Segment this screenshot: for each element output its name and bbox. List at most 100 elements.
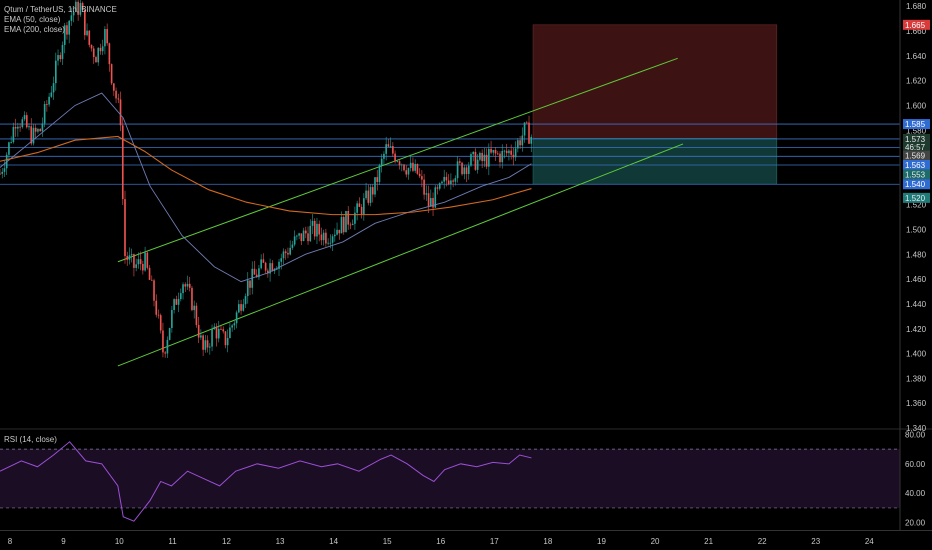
candle-body <box>101 46 104 52</box>
candle-body <box>240 304 242 311</box>
candle-body <box>70 15 73 21</box>
candle-body <box>182 284 184 294</box>
candle-body <box>195 305 198 325</box>
candle-body <box>106 29 108 44</box>
candle-body <box>434 187 437 208</box>
time-tick-label: 24 <box>865 537 874 546</box>
candle-body <box>378 165 381 183</box>
candle-body <box>327 242 329 244</box>
candle-body <box>34 127 37 132</box>
candle-body <box>459 161 461 163</box>
price-label-badge <box>903 192 930 203</box>
candle-body <box>135 264 137 268</box>
price-label-text: 1.573 <box>905 135 926 144</box>
rsi-pane-legend: RSI (14, close) <box>4 435 57 445</box>
candle-body <box>481 152 483 162</box>
candle-body <box>273 269 276 272</box>
candle-body <box>97 47 100 63</box>
candle-body <box>479 152 481 160</box>
time-tick-label: 17 <box>490 537 499 546</box>
candle-body <box>110 64 113 84</box>
candle-body <box>356 203 358 213</box>
candle-body <box>202 335 204 350</box>
candle-body <box>43 103 46 124</box>
candle-body <box>436 187 439 189</box>
candle-body <box>79 3 82 15</box>
candle-body <box>166 339 169 354</box>
candle-body <box>231 325 233 328</box>
price-label-text: 1.585 <box>905 120 926 129</box>
candle-body <box>150 279 153 281</box>
candle-body <box>249 280 251 288</box>
candle-body <box>37 128 39 132</box>
candle-body <box>521 135 524 146</box>
candle-body <box>242 304 245 311</box>
time-tick-label: 8 <box>8 537 13 546</box>
candle-body <box>289 247 291 255</box>
price-label-badge <box>903 133 930 144</box>
candle-body <box>159 315 162 331</box>
price-tick-label: 1.440 <box>906 300 927 309</box>
candle-body <box>59 55 62 60</box>
main-pane-legend: Qtum / TetherUS, 1h, BINANCE EMA (50, cl… <box>4 5 117 35</box>
price-tick-label: 1.400 <box>906 350 927 359</box>
candle-body <box>168 327 171 340</box>
candle-body <box>307 233 309 242</box>
candle-body <box>465 167 468 174</box>
candle-body <box>512 154 515 158</box>
candle-body <box>197 324 200 338</box>
time-tick-label: 14 <box>329 537 338 546</box>
candle-body <box>476 159 479 170</box>
time-tick-label: 16 <box>436 537 445 546</box>
time-tick-label: 11 <box>168 537 177 546</box>
candle-body <box>66 25 68 35</box>
price-tick-label: 1.640 <box>906 52 927 61</box>
candle-body <box>72 11 75 16</box>
candle-body <box>445 176 448 181</box>
candle-body <box>200 335 202 338</box>
candle-body <box>418 173 421 177</box>
candle-body <box>133 254 135 268</box>
candle-body <box>142 263 144 271</box>
candle-body <box>302 230 305 242</box>
time-tick-label: 22 <box>758 537 767 546</box>
candle-body <box>14 126 17 129</box>
rsi-tick-label: 60.00 <box>905 460 926 469</box>
candle-body <box>331 236 334 243</box>
candle-body <box>121 125 124 200</box>
candle-body <box>188 283 191 288</box>
candle-body <box>204 340 207 350</box>
candle-body <box>61 44 64 60</box>
candle-body <box>81 3 84 10</box>
candle-body <box>68 20 71 35</box>
price-label-badge <box>903 169 930 180</box>
candle-body <box>311 220 314 226</box>
candle-body <box>104 29 106 47</box>
candle-body <box>470 154 472 166</box>
time-tick-label: 18 <box>543 537 552 546</box>
candle-body <box>184 284 187 287</box>
candle-body <box>501 150 504 163</box>
candle-body <box>119 99 122 126</box>
price-label-badge <box>903 179 930 190</box>
candle-body <box>284 251 287 253</box>
time-tick-label: 20 <box>651 537 660 546</box>
candle-body <box>130 254 133 256</box>
candle-body <box>95 57 97 63</box>
rsi-tick-label: 80.00 <box>905 430 926 439</box>
candle-body <box>213 326 216 330</box>
candle-body <box>235 312 238 324</box>
candle-body <box>454 178 457 182</box>
candle-body <box>75 1 77 12</box>
candle-body <box>148 267 151 280</box>
candle-body <box>253 268 256 275</box>
candle-body <box>17 126 19 129</box>
candle-body <box>365 190 367 199</box>
candle-body <box>505 150 508 154</box>
candle-body <box>414 163 416 171</box>
price-tick-label: 1.360 <box>906 399 927 408</box>
candle-body <box>23 115 26 120</box>
candle-body <box>90 44 93 49</box>
candle-body <box>117 98 120 100</box>
